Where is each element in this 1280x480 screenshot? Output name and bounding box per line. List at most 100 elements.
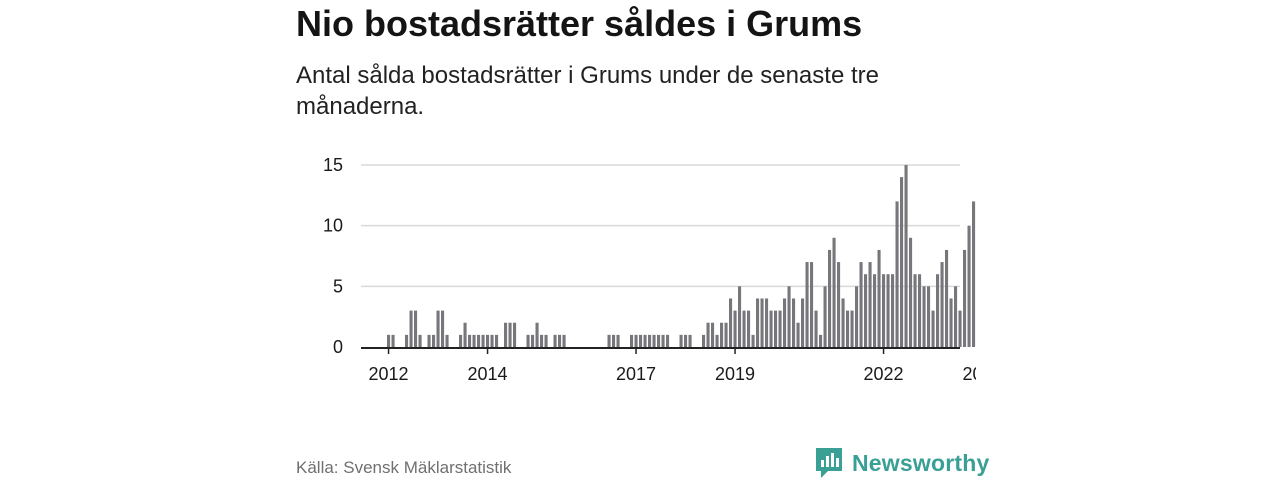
bar xyxy=(418,334,422,347)
bar xyxy=(774,310,778,347)
bar xyxy=(850,310,854,347)
bar xyxy=(414,310,418,347)
x-tick-label: 2019 xyxy=(715,364,755,384)
bar xyxy=(769,310,773,347)
bar xyxy=(765,298,769,347)
bar xyxy=(490,334,494,347)
bar xyxy=(607,334,611,347)
bar xyxy=(535,322,539,347)
bar xyxy=(495,334,499,347)
bar xyxy=(436,310,440,347)
bar xyxy=(913,274,917,347)
bar xyxy=(639,334,643,347)
bar xyxy=(814,310,818,347)
bar xyxy=(729,298,733,347)
bar xyxy=(751,334,755,347)
bar xyxy=(724,322,728,347)
bar xyxy=(706,322,710,347)
bar xyxy=(684,334,688,347)
bar xyxy=(846,310,850,347)
bar xyxy=(792,298,796,347)
chart-subtitle: Antal sålda bostadsrätter i Grums under … xyxy=(296,62,879,120)
bars xyxy=(387,165,976,347)
bar xyxy=(711,322,715,347)
bar xyxy=(864,274,868,347)
bar xyxy=(463,322,467,347)
bar xyxy=(405,334,409,347)
bar xyxy=(391,334,395,347)
bar xyxy=(648,334,652,347)
bar xyxy=(877,249,881,347)
bar xyxy=(945,249,949,347)
bar xyxy=(909,237,913,347)
bar xyxy=(760,298,764,347)
x-tick-label: 2012 xyxy=(369,364,409,384)
x-tick-label: 2024 xyxy=(963,364,976,384)
bar xyxy=(630,334,634,347)
bar xyxy=(558,334,562,347)
bar xyxy=(927,286,931,347)
bar xyxy=(895,201,899,347)
bar xyxy=(891,274,895,347)
bar xyxy=(823,286,827,347)
bar xyxy=(936,274,940,347)
bar xyxy=(445,334,449,347)
bar xyxy=(855,286,859,347)
bar xyxy=(544,334,548,347)
bar xyxy=(432,334,436,347)
bar xyxy=(819,334,823,347)
bar xyxy=(805,262,809,347)
bar xyxy=(886,274,890,347)
bar xyxy=(702,334,706,347)
bar xyxy=(787,286,791,347)
bar xyxy=(810,262,814,347)
x-tick-label: 2017 xyxy=(616,364,656,384)
y-tick-label: 10 xyxy=(323,216,343,236)
bar xyxy=(778,310,782,347)
bar xyxy=(634,334,638,347)
bar xyxy=(688,334,692,347)
x-axis-ticks: 2012 2014 2017 2019 2022 2024 xyxy=(369,348,976,384)
x-tick-label: 2014 xyxy=(468,364,508,384)
bar xyxy=(958,310,962,347)
bar xyxy=(841,298,845,347)
bar xyxy=(940,262,944,347)
bar xyxy=(657,334,661,347)
bar xyxy=(868,262,872,347)
bar xyxy=(441,310,445,347)
y-tick-label: 0 xyxy=(333,337,343,357)
bar xyxy=(513,322,517,347)
y-tick-label: 15 xyxy=(323,155,343,175)
bar xyxy=(472,334,476,347)
bar xyxy=(612,334,616,347)
newsworthy-logo: Newsworthy xyxy=(814,446,989,480)
bar xyxy=(747,310,751,347)
bar xyxy=(720,322,724,347)
bar xyxy=(873,274,877,347)
bar xyxy=(661,334,665,347)
bar xyxy=(666,334,670,347)
bar xyxy=(477,334,481,347)
x-tick-label: 2022 xyxy=(864,364,904,384)
bar xyxy=(859,262,863,347)
bar xyxy=(801,298,805,347)
bar xyxy=(972,201,976,347)
y-axis-ticks: 0 5 10 15 xyxy=(323,155,343,357)
bar xyxy=(918,274,922,347)
bar xyxy=(504,322,508,347)
bar xyxy=(882,274,886,347)
bar xyxy=(967,225,971,347)
bar xyxy=(459,334,463,347)
bar xyxy=(733,310,737,347)
bar xyxy=(832,237,836,347)
brand-name: Newsworthy xyxy=(852,449,990,476)
bar xyxy=(904,165,908,347)
bar xyxy=(796,322,800,347)
bar xyxy=(553,334,557,347)
bar xyxy=(409,310,413,347)
bar xyxy=(742,310,746,347)
bar xyxy=(783,298,787,347)
bar xyxy=(963,249,967,347)
bar xyxy=(562,334,566,347)
